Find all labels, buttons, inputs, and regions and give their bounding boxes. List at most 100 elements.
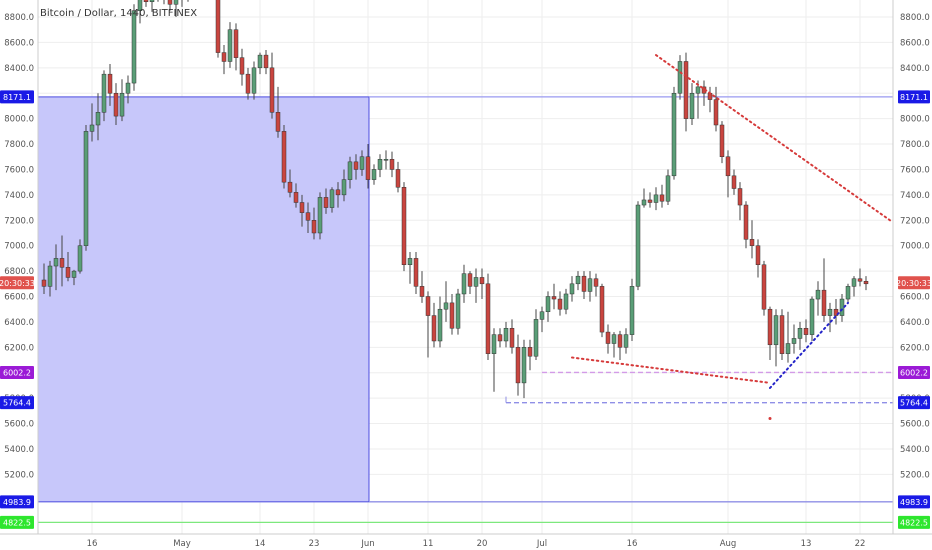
candle-body [557, 298, 563, 310]
price-badge-label: 4983.9 [3, 498, 31, 507]
y-tick-label-right: 5400.0 [900, 445, 930, 455]
candle-body [227, 29, 233, 62]
candle-body [719, 124, 725, 158]
candle-body [149, 0, 155, 3]
candle-body [587, 278, 593, 292]
candle-body [569, 283, 575, 295]
candle [163, 0, 165, 5]
price-badge: 20:30:33 [896, 276, 932, 290]
candle-body [731, 175, 737, 189]
candle [701, 80, 707, 106]
candle [317, 192, 323, 240]
candle-body [281, 131, 287, 183]
candle-body [485, 283, 491, 354]
candle-body [293, 192, 299, 203]
candle-body [347, 161, 353, 180]
y-tick-label-left: 7000.0 [4, 242, 34, 252]
candle [491, 328, 497, 392]
candle [293, 183, 299, 208]
y-tick-label-right: 7000.0 [900, 242, 930, 252]
y-tick-label-right: 6400.0 [900, 318, 930, 328]
price-badge-bg [0, 396, 34, 410]
candle [617, 330, 623, 361]
candle-body [713, 99, 719, 126]
y-tick-label-right: 6200.0 [900, 343, 930, 353]
price-badge: 5764.4 [898, 396, 930, 410]
candle [107, 64, 113, 106]
y-tick-label-left: 6200.0 [4, 343, 34, 353]
candle [431, 302, 437, 348]
candle-body [563, 293, 569, 310]
candle-body [473, 277, 479, 287]
y-tick-label-left: 7200.0 [4, 216, 34, 226]
candle-body [83, 131, 89, 246]
candle-body [167, 0, 173, 5]
candle [497, 328, 503, 348]
price-badge-label: 8171.1 [3, 93, 31, 102]
candle [485, 273, 491, 361]
candle-body [677, 61, 683, 94]
candle [665, 169, 671, 206]
candle-body [89, 124, 95, 132]
candle [749, 220, 755, 259]
price-badge: 4983.9 [0, 495, 34, 509]
y-tick-label-right: 8600.0 [900, 38, 930, 48]
candle [341, 169, 347, 202]
candle-body [551, 296, 557, 300]
candle-body [521, 347, 527, 384]
candle [725, 150, 731, 198]
candle-body [53, 258, 59, 267]
y-tick-label-right: 5200.0 [900, 470, 930, 480]
candle-body [857, 278, 863, 282]
trendlines [571, 54, 891, 420]
candle [575, 271, 581, 291]
candle-body [761, 264, 767, 310]
candle-body [809, 298, 815, 335]
candle-body [311, 220, 317, 234]
candle-body [71, 270, 77, 278]
x-tick-label: 20 [477, 539, 488, 549]
x-tick-label: 16 [627, 539, 638, 549]
y-tick-label-right: 5600.0 [900, 420, 930, 430]
price-badge: 4822.5 [0, 515, 34, 529]
candle [77, 239, 83, 274]
candle [455, 288, 461, 335]
candle-body [515, 347, 521, 384]
candle-body [449, 302, 455, 329]
candle [371, 164, 377, 185]
candle [377, 154, 383, 178]
candle-body [329, 189, 335, 208]
y-tick-label-right: 7200.0 [900, 216, 930, 226]
candle-body [695, 86, 701, 94]
candle-body [239, 57, 245, 75]
axes [0, 0, 932, 535]
candle [383, 150, 389, 170]
y-tick-label-left: 7600.0 [4, 165, 34, 175]
price-badge-label: 20:30:33 [896, 279, 932, 288]
candle-body [629, 286, 635, 335]
candle-body [821, 289, 827, 316]
chart-title: Bitcoin / Dollar, 1440, BITFINEX [40, 8, 197, 19]
price-badge-bg [0, 495, 34, 509]
candle [635, 201, 641, 291]
candle-body [305, 212, 311, 221]
candle-body [791, 338, 797, 344]
candle [113, 83, 119, 125]
candle [263, 50, 269, 75]
candle [221, 44, 227, 75]
point-marker [768, 416, 772, 420]
candle [845, 283, 851, 305]
candle-body [743, 204, 749, 240]
candle [803, 319, 809, 343]
candle-body [815, 289, 821, 300]
y-tick-label-left: 8800.0 [4, 13, 34, 23]
price-badge-label: 4822.5 [900, 518, 928, 527]
candle-body [215, 0, 221, 53]
candle [563, 288, 569, 315]
candle-body [425, 296, 431, 316]
candle-body [221, 52, 227, 62]
candle [851, 276, 857, 297]
candle [395, 161, 401, 193]
candle [413, 252, 419, 294]
